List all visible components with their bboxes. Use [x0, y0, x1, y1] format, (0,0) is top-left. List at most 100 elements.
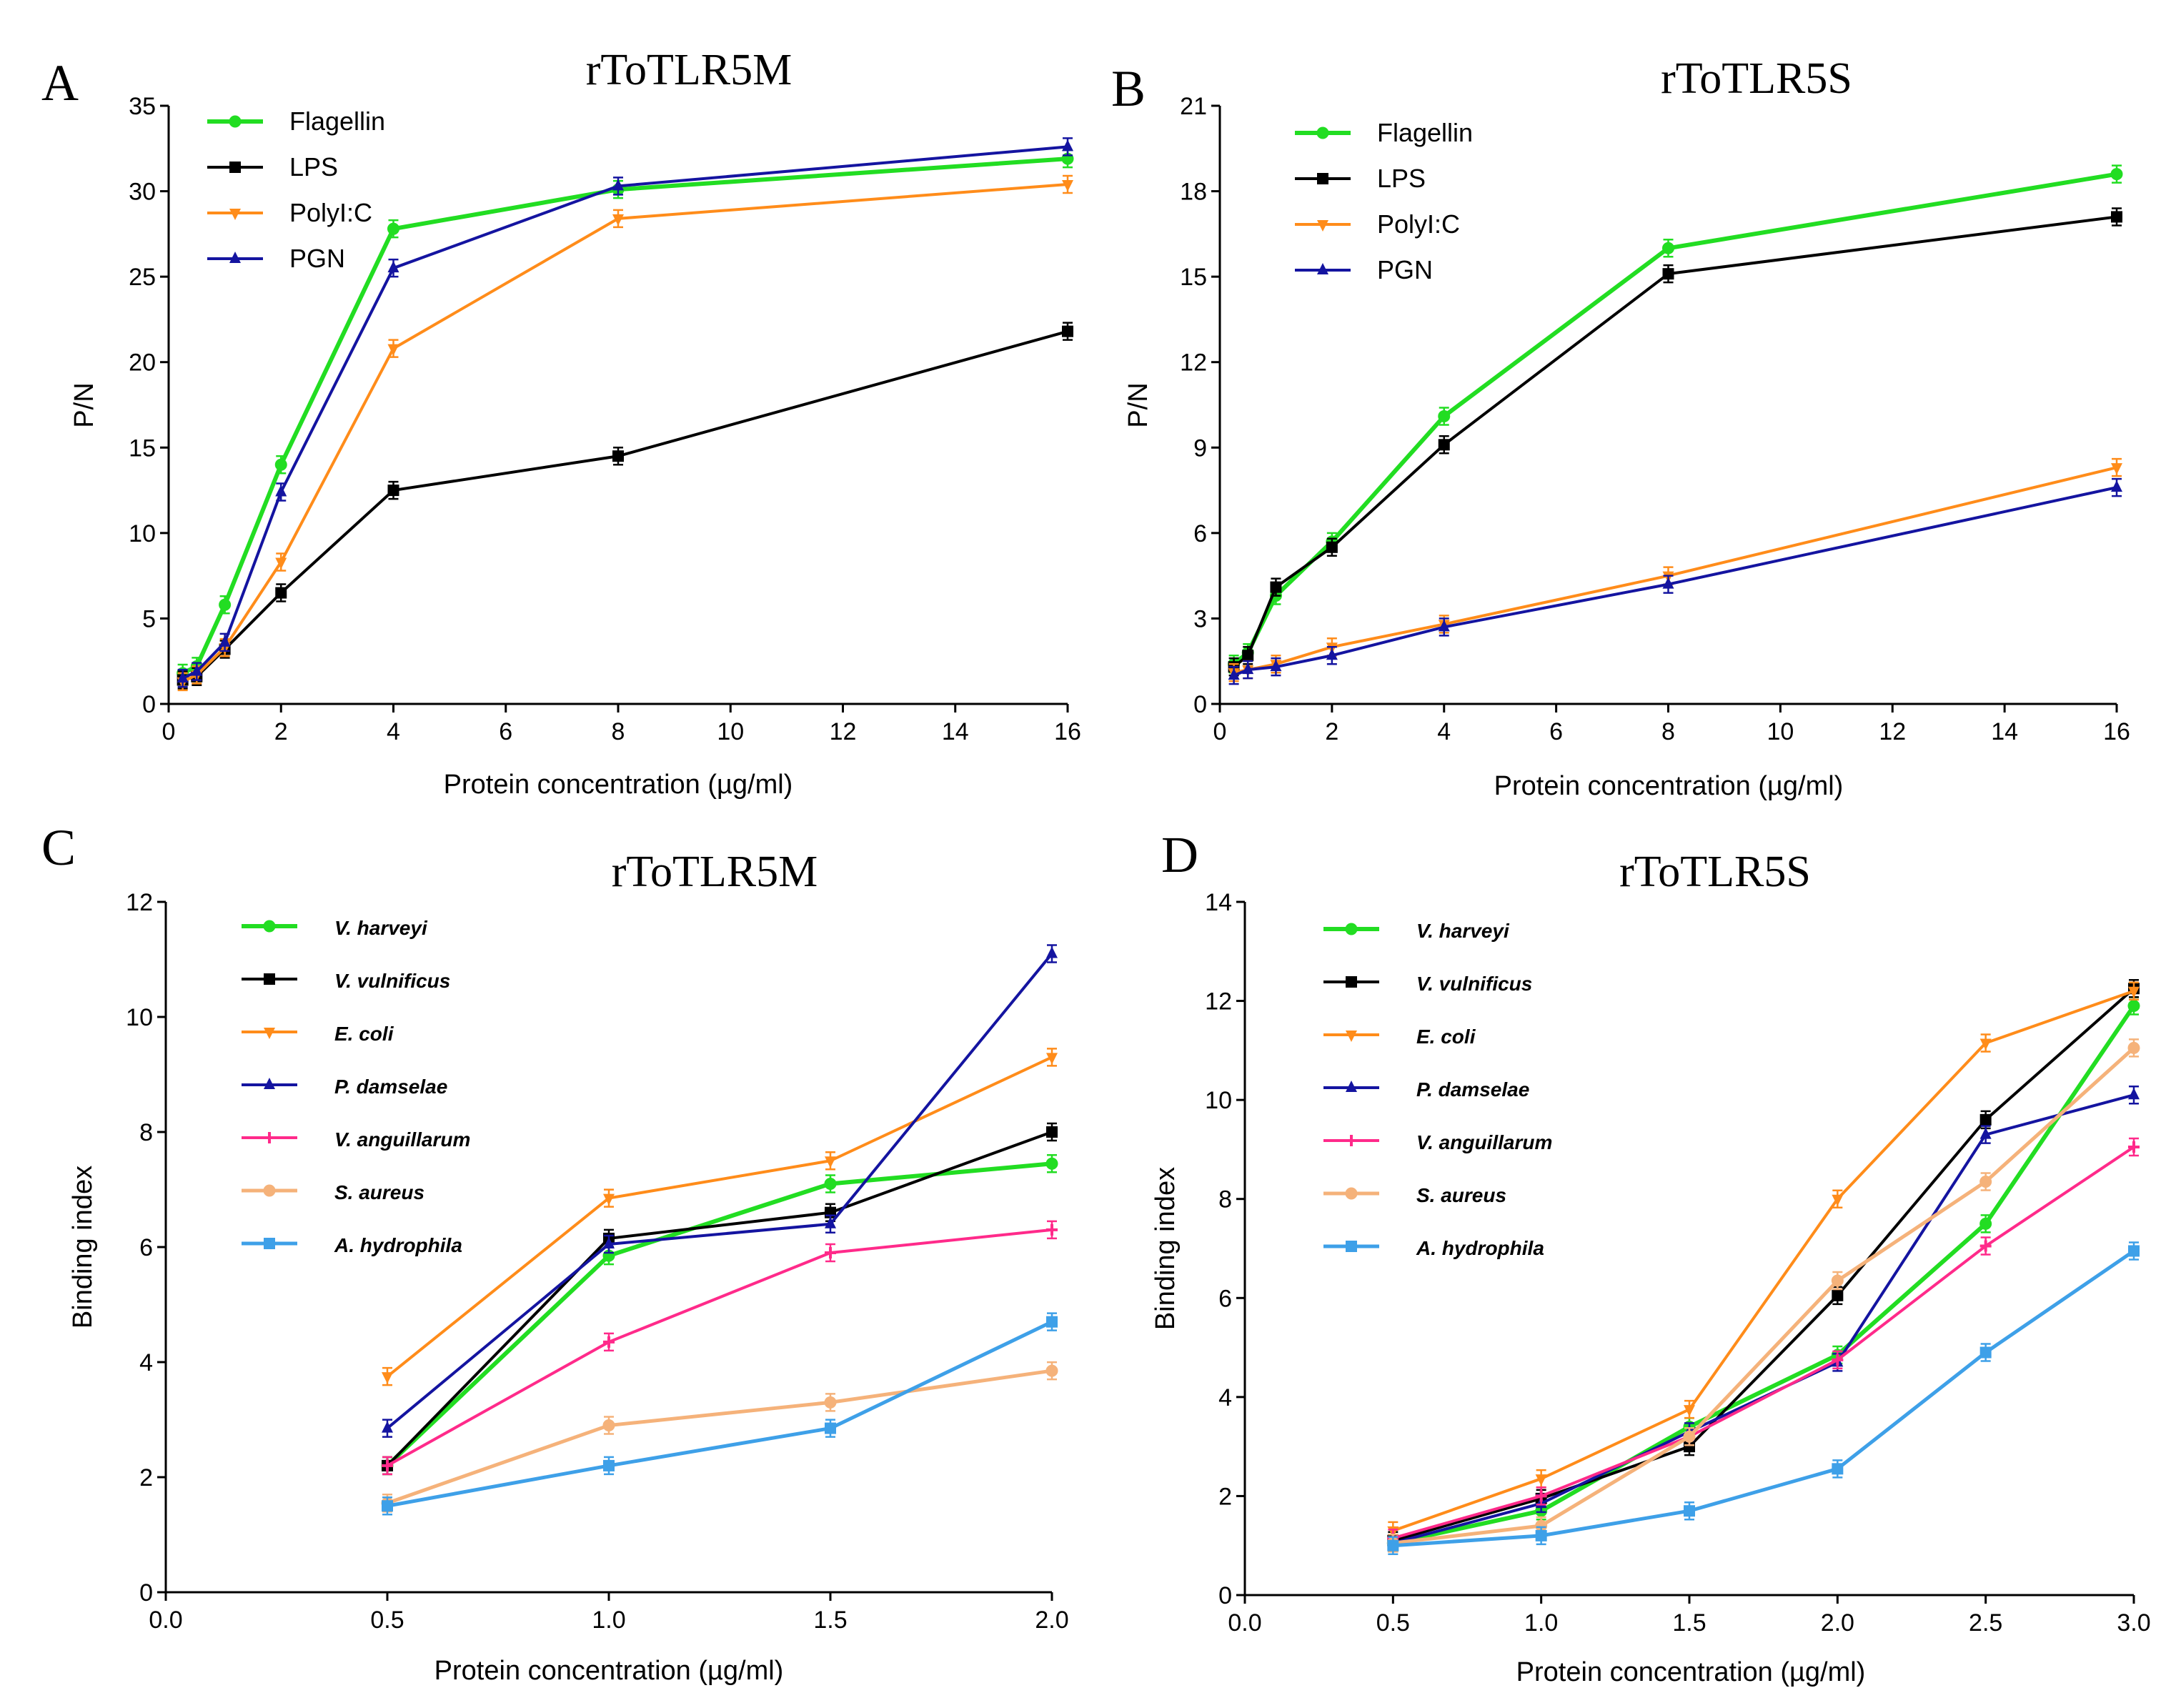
x-tick-label: 8	[1661, 718, 1675, 745]
legend-entry-v-anguillarum: V. anguillarum	[242, 1128, 470, 1151]
legend-entry-pgn: PGN	[207, 244, 345, 273]
legend-label: PolyI:C	[289, 198, 372, 227]
data-point	[382, 1500, 393, 1512]
panel-letter: B	[1111, 60, 1146, 117]
legend-label: S. aureus	[1416, 1184, 1506, 1206]
data-point	[825, 1422, 836, 1434]
legend-marker	[264, 1078, 275, 1089]
legend-marker	[264, 1238, 275, 1249]
panel-letter: C	[41, 819, 76, 876]
legend-marker	[264, 1028, 275, 1039]
y-tick-label: 0	[139, 1579, 153, 1607]
legend-label: PolyI:C	[1377, 209, 1460, 239]
legend-entry-e-coli: E. coli	[242, 1023, 394, 1045]
series-line-v-vulnificus	[386, 1131, 1053, 1467]
x-axis-label: Protein concentration (µg/ml)	[1494, 771, 1844, 801]
data-point	[1832, 1463, 1844, 1475]
y-tick-label: 8	[139, 1119, 153, 1146]
legend-label: E. coli	[334, 1023, 394, 1045]
legend-marker	[263, 1184, 276, 1197]
data-point	[1535, 1490, 1547, 1502]
x-tick-label: 2.0	[1821, 1609, 1854, 1637]
data-point	[1832, 1354, 1844, 1366]
y-axis-label: P/N	[69, 382, 99, 427]
data-point	[1228, 668, 1240, 680]
legend-label: A. hydrophila	[334, 1234, 462, 1256]
series-line-s-aureus	[1393, 1046, 2135, 1545]
panel-title: rToTLR5M	[612, 848, 818, 896]
series-v-vulnificus	[1387, 979, 2140, 1551]
series-e-coli	[382, 1048, 1058, 1386]
data-point	[1831, 1274, 1844, 1287]
x-tick-label: 0	[1213, 718, 1227, 745]
legend-label: LPS	[289, 152, 338, 182]
series-e-coli	[1387, 981, 2140, 1541]
legend-marker	[1317, 263, 1328, 274]
x-tick-label: 0.0	[1228, 1609, 1261, 1637]
legend-marker	[1346, 1031, 1357, 1042]
series-v-anguillarum	[382, 1220, 1058, 1476]
data-point	[387, 222, 399, 235]
x-tick-label: 8	[612, 718, 625, 745]
legend-entry-lps: LPS	[1295, 164, 1426, 193]
legend-marker	[1316, 126, 1329, 139]
data-point	[382, 1421, 393, 1433]
data-point	[275, 557, 287, 570]
y-tick-label: 21	[1180, 93, 1207, 120]
y-tick-label: 18	[1180, 179, 1207, 206]
data-point	[1045, 1157, 1058, 1170]
data-point	[1979, 1127, 1992, 1139]
data-point	[191, 664, 203, 676]
series-line-s-aureus	[387, 1369, 1053, 1505]
x-tick-label: 1.0	[592, 1607, 625, 1634]
legend-marker	[229, 252, 241, 263]
x-tick-label: 12	[830, 718, 857, 745]
legend-entry-flagellin: Flagellin	[207, 106, 385, 136]
legend-entry-e-coli: E. coli	[1323, 1026, 1476, 1048]
legend-marker	[264, 973, 275, 985]
data-point	[382, 1459, 393, 1471]
x-tick-label: 3.0	[2117, 1609, 2150, 1637]
y-tick-label: 0	[1193, 691, 1207, 718]
series-a-hydrophila	[382, 1312, 1058, 1516]
y-tick-label: 10	[129, 520, 156, 547]
x-axis-label: Protein concentration (µg/ml)	[434, 1656, 784, 1686]
legend-entry-pgn: PGN	[1295, 255, 1433, 284]
y-tick-label: 4	[1218, 1384, 1232, 1411]
x-tick-label: 4	[1437, 718, 1451, 745]
data-point	[1535, 1474, 1547, 1486]
legend-entry-lps: LPS	[207, 152, 338, 182]
x-tick-label: 1.5	[813, 1607, 847, 1634]
x-tick-label: 0.0	[149, 1607, 182, 1634]
y-tick-label: 10	[126, 1004, 153, 1031]
data-point	[2128, 986, 2140, 998]
x-tick-label: 2.5	[1969, 1609, 2002, 1637]
legend-marker	[1346, 1241, 1357, 1252]
y-tick-label: 4	[139, 1349, 153, 1376]
data-point	[2127, 1041, 2140, 1054]
panel-letter: A	[41, 54, 79, 111]
legend-label: V. anguillarum	[334, 1128, 470, 1151]
legend-entry-polyi-c: PolyI:C	[207, 198, 372, 227]
y-tick-label: 35	[129, 93, 156, 120]
data-point	[1979, 1346, 1992, 1359]
x-tick-label: 14	[942, 718, 969, 745]
legend-label: V. harveyi	[334, 917, 428, 939]
y-tick-label: 15	[129, 435, 156, 462]
legend-entry-v-vulnificus: V. vulnificus	[242, 970, 450, 992]
legend-label: PGN	[289, 244, 345, 273]
y-tick-label: 12	[1180, 349, 1207, 377]
y-tick-label: 14	[1205, 889, 1232, 916]
data-point	[2111, 463, 2122, 475]
x-tick-label: 16	[2103, 718, 2130, 745]
y-tick-label: 10	[1205, 1087, 1232, 1114]
x-tick-label: 0.5	[1376, 1609, 1410, 1637]
data-point	[275, 485, 287, 497]
y-tick-label: 6	[1193, 520, 1207, 547]
data-point	[1046, 1223, 1058, 1236]
data-point	[824, 1396, 837, 1409]
x-tick-label: 1.5	[1672, 1609, 1706, 1637]
series-line-p-damselae	[1392, 1093, 2135, 1545]
y-tick-label: 30	[129, 179, 156, 206]
